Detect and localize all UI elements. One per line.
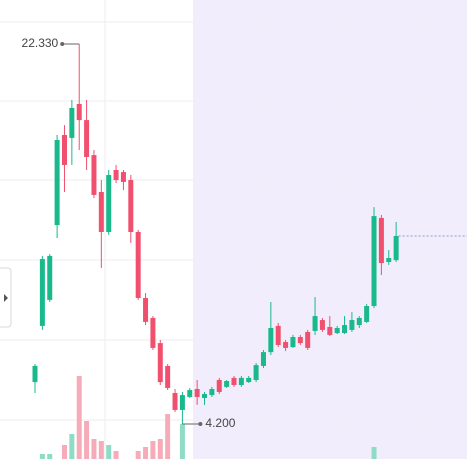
candle-body — [386, 258, 392, 262]
volume-bar — [157, 439, 163, 459]
candle-body — [216, 379, 222, 392]
candle-body — [179, 395, 185, 410]
candle-body — [106, 175, 112, 233]
candle-body — [113, 169, 119, 181]
candle-body — [371, 216, 377, 306]
volume-bar — [98, 441, 104, 459]
candle-body — [268, 328, 274, 353]
candle-body — [378, 217, 384, 264]
candle-body — [349, 320, 355, 330]
candle-body — [98, 191, 104, 233]
candle-body — [253, 365, 259, 380]
candle-body — [364, 306, 370, 322]
candle-body — [76, 103, 82, 121]
volume-bar — [165, 414, 171, 459]
volume-bar — [84, 421, 90, 459]
volume-bar — [47, 454, 53, 459]
volume-bar — [91, 439, 97, 459]
candle-body — [275, 325, 281, 345]
volume-bar — [76, 376, 82, 459]
candle-body — [238, 377, 244, 386]
candle-body — [157, 343, 163, 383]
candle-body — [224, 381, 230, 387]
candle-body — [209, 388, 215, 396]
candle-body — [69, 107, 75, 138]
candle-body — [327, 326, 333, 335]
volume-bar — [61, 445, 67, 459]
candle-body — [334, 328, 340, 334]
highlight-region — [193, 0, 467, 459]
candle-body — [39, 259, 45, 326]
volume-bar — [135, 451, 141, 459]
volume-bar — [179, 424, 185, 459]
candle-body — [54, 140, 60, 226]
candle-body — [165, 365, 171, 388]
candle-body — [32, 365, 38, 383]
volume-bar — [143, 447, 149, 459]
candle-body — [135, 232, 141, 299]
candle-body — [393, 235, 399, 261]
candle-body — [246, 377, 252, 383]
candle-body — [47, 255, 53, 300]
candle-body — [84, 120, 90, 157]
toggle-arrow[interactable] — [4, 294, 8, 302]
candle-body — [172, 392, 178, 410]
candle-body — [290, 337, 296, 348]
annotation-dot — [60, 42, 65, 47]
candle-body — [143, 298, 149, 322]
candle-body — [319, 320, 325, 330]
annotation-label: 22.330 — [22, 36, 59, 50]
volume-bar — [69, 434, 75, 459]
candle-body — [283, 342, 289, 348]
candle-body — [128, 180, 134, 233]
candle-body — [61, 134, 67, 165]
candle-body — [260, 352, 266, 366]
candle-body — [305, 331, 311, 348]
candle-body — [356, 317, 362, 326]
candle-body — [202, 394, 208, 399]
candle-body — [91, 155, 97, 195]
candle-body — [342, 325, 348, 334]
annotation-label: 4.200 — [205, 416, 235, 430]
side-toggle[interactable] — [0, 267, 12, 328]
volume-bar — [150, 441, 156, 459]
volume-bar — [39, 454, 45, 459]
candle-body — [120, 172, 126, 182]
candle-body — [187, 390, 193, 397]
candle-body — [297, 337, 303, 344]
volume-bar — [113, 451, 119, 459]
candle-body — [194, 388, 200, 397]
candle-body — [312, 316, 318, 331]
candle-body — [231, 377, 237, 386]
volume-bar — [106, 445, 112, 459]
volume-bar — [371, 447, 377, 459]
annotation-dot — [198, 421, 203, 426]
candle-body — [150, 317, 156, 348]
